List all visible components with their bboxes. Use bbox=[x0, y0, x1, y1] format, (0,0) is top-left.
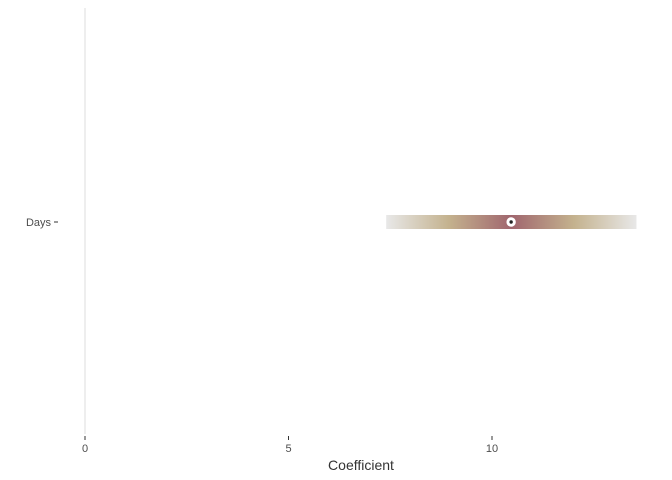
x-tick-label: 10 bbox=[486, 443, 498, 455]
y-tick-label: Days bbox=[26, 217, 52, 229]
point-estimate-center bbox=[509, 220, 513, 224]
coefficient-marks bbox=[386, 215, 637, 229]
x-tick-label: 5 bbox=[285, 443, 291, 455]
x-axis: 0 5 10 bbox=[82, 436, 498, 455]
x-axis-title: Coefficient bbox=[328, 457, 394, 473]
y-axis: Days bbox=[26, 217, 58, 229]
x-tick-label: 0 bbox=[82, 443, 88, 455]
